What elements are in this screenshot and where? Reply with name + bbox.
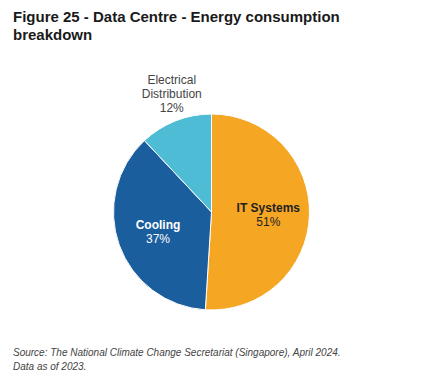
slice-value: 51%	[256, 215, 280, 229]
slice-label: Electrical	[147, 73, 196, 87]
pie-slice	[205, 114, 309, 310]
slice-label: IT Systems	[237, 201, 301, 215]
slice-label: Distribution	[142, 87, 202, 101]
annotation: Data as of 2023.	[13, 361, 86, 372]
slice-label: Cooling	[136, 218, 181, 232]
title: Figure 25 - Data Centre - Energy consump…	[13, 8, 340, 43]
title-line: breakdown	[13, 26, 92, 43]
title-line: Figure 25 - Data Centre - Energy consump…	[13, 8, 340, 25]
slice-value: 12%	[160, 101, 184, 115]
pie-slice	[144, 114, 211, 212]
pie	[114, 114, 310, 310]
chart: Figure 25 - Data Centre - Energy consump…	[0, 0, 423, 380]
annotation: Source: The National Climate Change Secr…	[13, 347, 341, 358]
slice-value: 37%	[146, 232, 170, 246]
data-labels: IT Systems51% Cooling37% ElectricalDistrib…	[136, 73, 301, 247]
source-notes: Source: The National Climate Change Secr…	[13, 347, 341, 372]
